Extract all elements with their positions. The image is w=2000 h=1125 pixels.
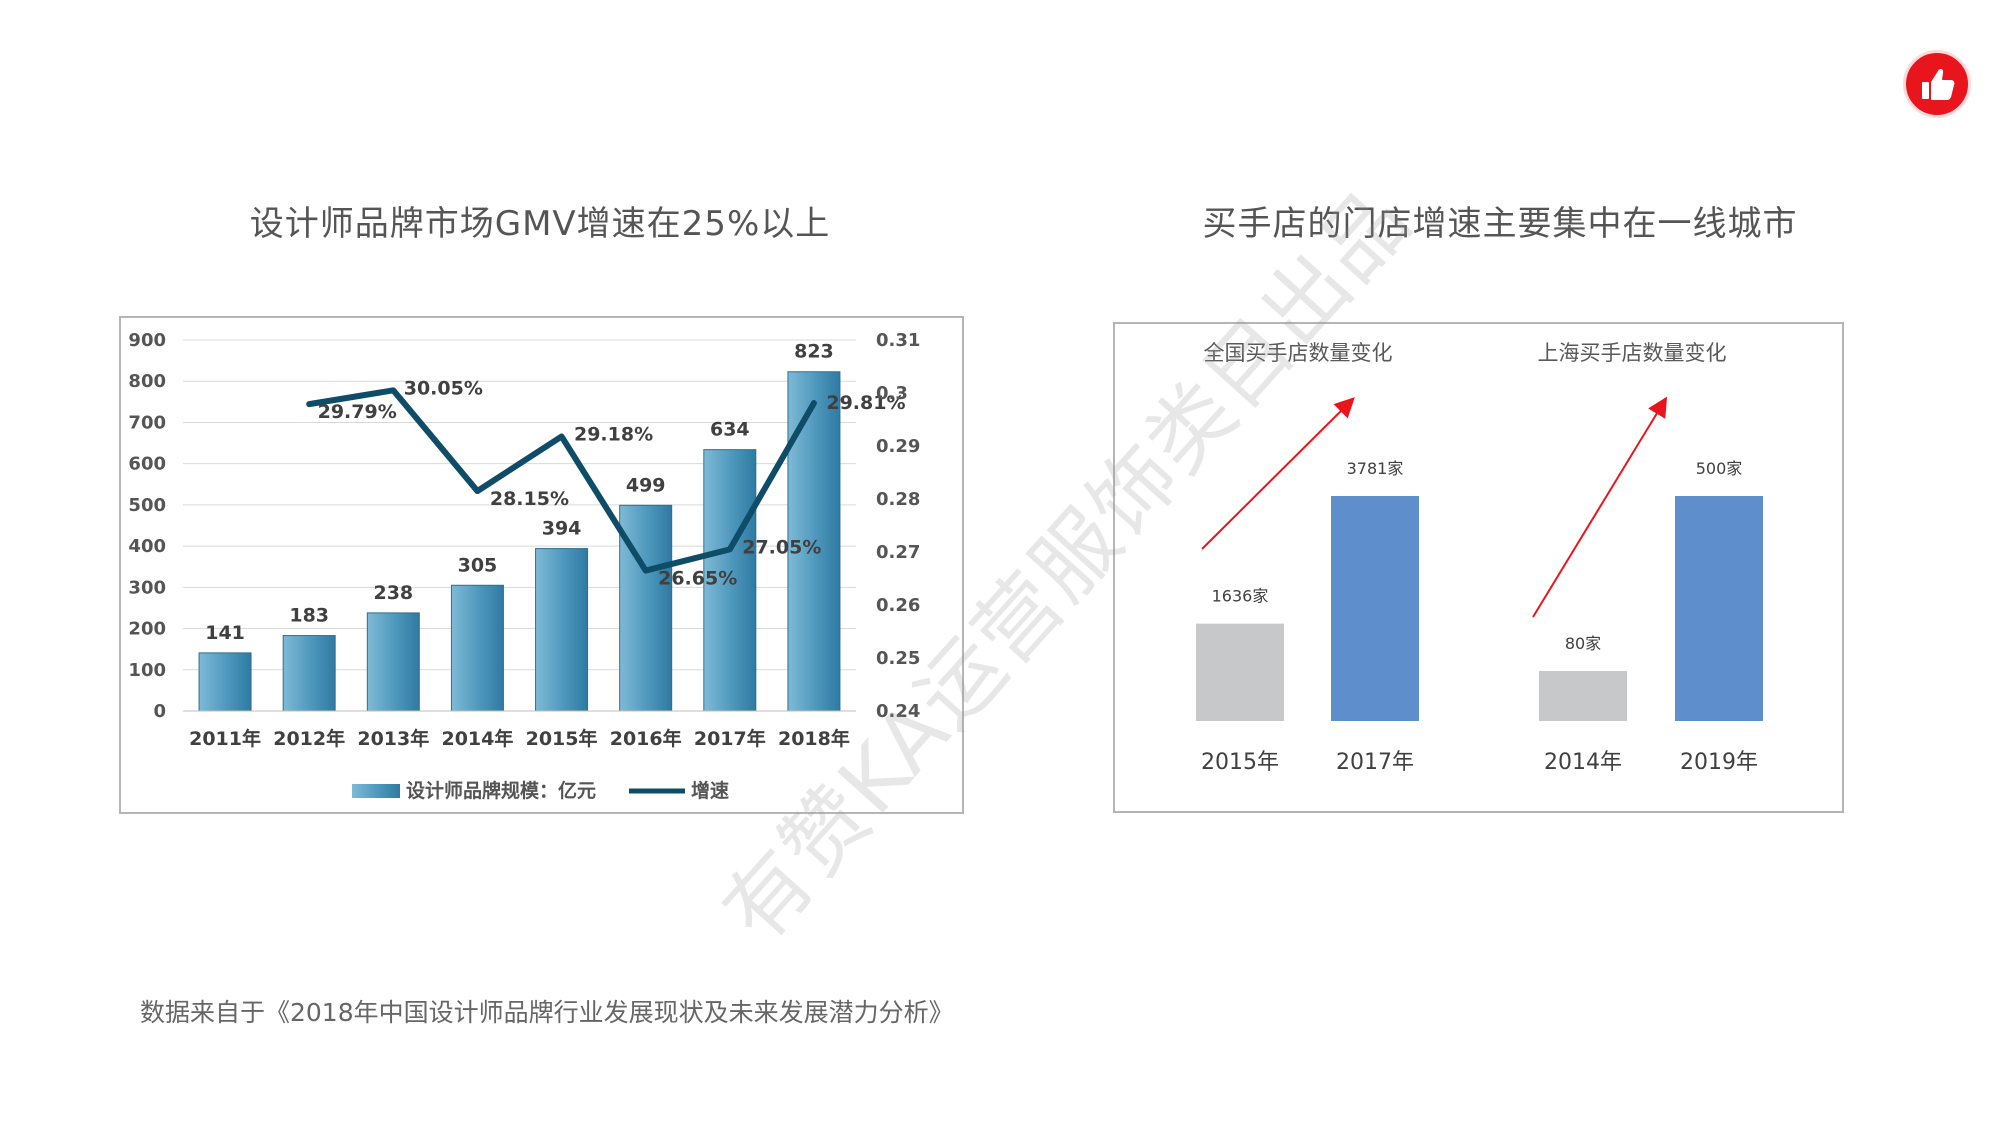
gmv-bar-label: 305 <box>458 554 498 576</box>
legend-line-label: 增速 <box>691 779 729 802</box>
legend-bar-label: 设计师品牌规模：亿元 <box>406 779 596 802</box>
store-count-bar <box>1539 671 1627 721</box>
x-tick-label: 2018年 <box>778 727 850 750</box>
y-left-tick: 800 <box>128 371 166 392</box>
y-right-tick: 0.25 <box>876 648 920 669</box>
like-badge[interactable] <box>1903 50 1971 118</box>
y-left-tick: 100 <box>128 660 166 681</box>
x-tick-label: 2017年 <box>694 727 766 750</box>
gmv-bar <box>366 612 420 712</box>
gmv-chart-frame: 141 183 238 305 394 499 634 823 29.79% 30.05% 28.1… <box>119 316 964 814</box>
gmv-bar <box>535 548 589 712</box>
source-note: 数据来自于《2018年中国设计师品牌行业发展现状及未来发展潜力分析》 <box>140 998 954 1027</box>
x-tick-label: 2013年 <box>357 727 429 750</box>
y-left-tick: 900 <box>128 330 166 351</box>
y-right-tick: 0.3 <box>876 383 908 404</box>
y-right-tick: 0.24 <box>876 701 920 722</box>
gmv-bar <box>450 584 504 712</box>
legend-bar-swatch <box>352 784 400 798</box>
group2-growth-arrow <box>1532 396 1668 618</box>
growth-point-label: 29.18% <box>574 423 653 445</box>
growth-point-label: 26.65% <box>658 568 737 590</box>
growth-point-label: 30.05% <box>404 377 483 399</box>
store-count-label: 80家 <box>1565 634 1601 653</box>
buyer-store-chart: 全国买手店数量变化 上海买手店数量变化 1636家 2015年 3781家 2017年… <box>1196 341 1763 775</box>
gmv-bar <box>703 449 757 712</box>
y-left-tick: 0 <box>153 701 166 722</box>
y-left-tick: 700 <box>128 412 166 433</box>
gmv-bar-label: 183 <box>289 605 329 627</box>
growth-point-label: 28.15% <box>490 488 569 510</box>
store-count-label: 1636家 <box>1212 587 1269 606</box>
gmv-bar-label: 394 <box>542 518 582 540</box>
growth-line <box>306 387 817 574</box>
growth-point-label: 27.05% <box>742 536 821 558</box>
x-tick-label: 2015年 <box>526 727 598 750</box>
store-count-label: 500家 <box>1696 459 1743 478</box>
right-chart-heading: 买手店的门店增速主要集中在一线城市 <box>1202 204 1798 244</box>
x-tick-label: 2014年 <box>441 727 513 750</box>
gmv-bar-label: 823 <box>794 341 834 363</box>
store-year-label: 2014年 <box>1544 750 1622 775</box>
store-count-bar <box>1331 496 1419 721</box>
thumbs-up-icon <box>1922 68 1955 100</box>
y-left-tick: 500 <box>128 495 166 516</box>
gmv-bar <box>198 652 252 712</box>
store-year-label: 2019年 <box>1680 750 1758 775</box>
gmv-bar-label: 499 <box>626 474 666 496</box>
y-left-tick: 400 <box>128 536 166 557</box>
y-right-tick: 0.28 <box>876 489 920 510</box>
x-tick-label: 2012年 <box>273 727 345 750</box>
x-tick-label: 2016年 <box>610 727 682 750</box>
y-left-tick: 200 <box>128 619 166 640</box>
buyer-store-chart-frame: 全国买手店数量变化 上海买手店数量变化 1636家 2015年 3781家 2017年… <box>1113 322 1844 813</box>
store-count-label: 3781家 <box>1347 459 1404 478</box>
y-right-tick: 0.31 <box>876 330 920 351</box>
y-right-tick: 0.26 <box>876 595 920 616</box>
gmv-bar-label: 634 <box>710 419 750 441</box>
gmv-bar <box>282 635 336 712</box>
y-left-tick: 600 <box>128 454 166 475</box>
growth-point-label: 29.79% <box>318 401 397 423</box>
group2-title: 上海买手店数量变化 <box>1538 341 1727 365</box>
y-left-tick: 300 <box>128 577 166 598</box>
store-year-label: 2015年 <box>1201 750 1279 775</box>
y-right-tick: 0.27 <box>876 542 920 563</box>
gmv-bar-label: 141 <box>205 622 245 644</box>
y-right-tick: 0.29 <box>876 436 920 457</box>
store-year-label: 2017年 <box>1336 750 1414 775</box>
x-tick-label: 2011年 <box>189 727 261 750</box>
group1-growth-arrow <box>1201 397 1355 550</box>
left-chart-heading: 设计师品牌市场GMV增速在25%以上 <box>249 204 831 244</box>
store-count-bar <box>1196 623 1284 721</box>
store-count-bar <box>1675 496 1763 721</box>
group1-title: 全国买手店数量变化 <box>1204 341 1393 365</box>
growth-point-label: 29.81% <box>826 392 905 414</box>
gmv-chart: 141 183 238 305 394 499 634 823 29.79% 30.05% 28.1… <box>128 330 920 802</box>
gmv-bar-label: 238 <box>373 582 413 604</box>
